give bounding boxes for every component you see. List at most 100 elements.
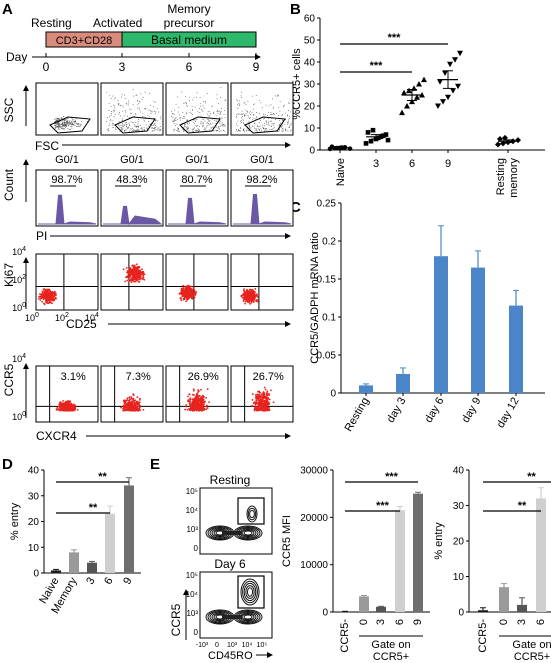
event-dot — [70, 402, 73, 405]
event-dot — [111, 111, 112, 112]
event-dot — [66, 120, 68, 122]
event-dot — [222, 124, 224, 126]
event-dot — [222, 129, 224, 131]
event-dot — [121, 128, 123, 129]
event-dot — [273, 123, 275, 124]
event-dot — [128, 405, 131, 408]
event-dot — [192, 389, 195, 392]
event-dot — [185, 96, 186, 97]
ccr5-percent: 7.3% — [126, 371, 151, 383]
event-dot — [129, 125, 131, 127]
event-dot — [65, 123, 67, 125]
data-point — [445, 94, 451, 101]
data-point — [363, 141, 369, 146]
event-dot — [187, 395, 189, 398]
event-dot — [186, 127, 188, 128]
event-dot — [183, 116, 185, 117]
event-dot — [136, 94, 138, 96]
event-dot — [43, 302, 45, 305]
event-dot — [268, 398, 271, 401]
event-dot — [195, 290, 198, 293]
data-point — [383, 132, 389, 137]
event-dot — [202, 125, 204, 127]
event-dot — [121, 128, 123, 130]
event-dot — [172, 121, 174, 123]
event-dot — [202, 401, 205, 404]
event-dot — [195, 398, 198, 401]
event-dot — [64, 120, 66, 122]
event-dot — [265, 394, 268, 396]
y-tick-label: 60 — [304, 14, 316, 25]
event-dot — [138, 281, 141, 283]
event-dot — [236, 125, 238, 127]
event-dot — [270, 125, 272, 127]
event-dot — [150, 104, 152, 106]
event-dot — [266, 130, 268, 131]
y-tick-label: 30 — [304, 80, 316, 91]
event-dot — [137, 129, 139, 131]
contour-ring — [246, 587, 254, 597]
event-dot — [81, 121, 83, 123]
gate-percent: 98.2% — [246, 174, 277, 186]
event-dot — [124, 280, 127, 283]
event-dot — [208, 120, 210, 122]
event-dot — [63, 409, 66, 412]
stage-resting: Resting — [31, 16, 72, 30]
event-dot — [173, 123, 175, 124]
event-dot — [129, 408, 132, 411]
event-dot — [265, 123, 267, 125]
event-dot — [246, 128, 248, 130]
event-dot — [153, 124, 155, 126]
cell-cycle-histogram: G0/1 98.7% — [35, 154, 99, 227]
ccr5-cxcr4-plot: 26.7% — [230, 365, 294, 423]
event-dot — [259, 129, 260, 131]
event-dot — [135, 129, 137, 131]
y-tick-label: 40 — [453, 466, 465, 477]
event-dot — [151, 127, 153, 129]
event-dot — [109, 116, 111, 118]
event-dot — [75, 122, 77, 124]
event-dot — [136, 130, 138, 132]
event-dot — [212, 126, 214, 128]
event-dot — [207, 118, 209, 120]
ccr5-tick-label: 100 — [12, 411, 26, 422]
event-dot — [42, 294, 44, 297]
event-dot — [192, 388, 195, 391]
event-dot — [39, 299, 42, 301]
event-dot — [250, 117, 251, 119]
event-dot — [71, 124, 73, 126]
event-dot — [131, 130, 133, 132]
event-dot — [123, 130, 125, 132]
event-dot — [203, 124, 205, 126]
event-dot — [132, 89, 134, 90]
event-dot — [63, 122, 65, 124]
contour-y-tick: 10⁵ — [186, 571, 198, 580]
event-dot — [267, 115, 269, 116]
event-dot — [287, 121, 289, 123]
event-dot — [266, 390, 269, 393]
event-dot — [112, 95, 114, 97]
event-dot — [154, 128, 155, 129]
event-dot — [73, 119, 75, 121]
event-dot — [263, 128, 265, 129]
plot-frame — [230, 253, 294, 311]
event-dot — [263, 391, 265, 394]
event-dot — [187, 123, 189, 125]
event-dot — [252, 104, 254, 105]
event-dot — [246, 290, 249, 292]
event-dot — [240, 127, 241, 128]
event-dot — [259, 129, 260, 131]
contour-y-tick: 10³ — [186, 609, 198, 618]
data-point — [452, 57, 458, 63]
event-dot — [64, 123, 66, 124]
event-dot — [58, 117, 60, 119]
event-dot — [69, 120, 71, 122]
event-dot — [197, 130, 198, 132]
event-dot — [267, 393, 270, 396]
event-dot — [175, 117, 176, 119]
event-dot — [270, 120, 271, 122]
contour-x-tick: 10³ — [227, 642, 238, 649]
event-dot — [194, 119, 195, 121]
event-dot — [80, 125, 82, 127]
event-dot — [130, 408, 133, 411]
